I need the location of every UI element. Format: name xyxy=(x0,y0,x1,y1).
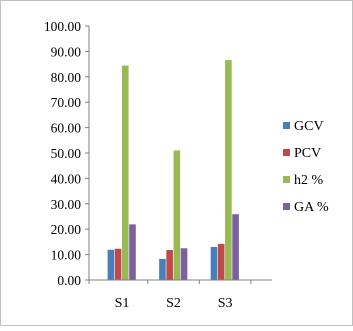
x-tick-label: S3 xyxy=(218,296,233,311)
x-tick-label: S2 xyxy=(166,296,181,311)
legend-label: GA % xyxy=(294,200,329,215)
y-tick-label: 20.00 xyxy=(51,222,82,237)
legend-label: PCV xyxy=(294,146,321,161)
bar-s1-gcv xyxy=(107,249,115,280)
legend: GCV PCV h2 % GA % xyxy=(283,119,329,215)
y-tick-label: 100.00 xyxy=(44,19,81,34)
bar-s2-pcv xyxy=(166,250,173,280)
y-tick-label: 60.00 xyxy=(51,121,82,136)
bar-s2-h2 xyxy=(173,150,181,280)
bar-s1-h2 xyxy=(121,65,129,281)
legend-swatch xyxy=(283,149,290,156)
x-tick-label: S1 xyxy=(115,296,130,311)
bars-group xyxy=(107,60,239,281)
bar-s2-ga xyxy=(180,248,188,280)
y-tick-label: 50.00 xyxy=(51,146,82,161)
y-tick-label: 90.00 xyxy=(51,44,82,59)
legend-label: GCV xyxy=(294,119,324,134)
bar-s3-pcv xyxy=(217,243,225,280)
bar-s1-pcv xyxy=(114,248,122,280)
y-tick-label: 0.00 xyxy=(57,273,81,288)
bar-s1-ga xyxy=(129,224,136,280)
y-tick-label: 70.00 xyxy=(51,95,82,110)
legend-swatch xyxy=(283,122,290,129)
y-tick-label: 10.00 xyxy=(51,248,82,263)
y-tick-label: 40.00 xyxy=(51,171,82,186)
y-tick-label: 80.00 xyxy=(51,70,82,85)
x-axis-tick-labels: S1 S2 S3 xyxy=(88,280,252,311)
legend-swatch xyxy=(283,203,290,210)
legend-swatch xyxy=(283,176,290,183)
bar-s3-gcv xyxy=(210,246,218,280)
y-tick-label: 30.00 xyxy=(51,197,82,212)
bar-s2-gcv xyxy=(159,258,166,280)
bar-s3-ga xyxy=(232,214,239,280)
y-axis-tick-labels: 0.00 10.00 20.00 30.00 40.00 50.00 60.00 70.00 8… xyxy=(44,19,89,288)
legend-label: h2 % xyxy=(294,173,324,188)
bar-s3-h2 xyxy=(225,60,232,281)
